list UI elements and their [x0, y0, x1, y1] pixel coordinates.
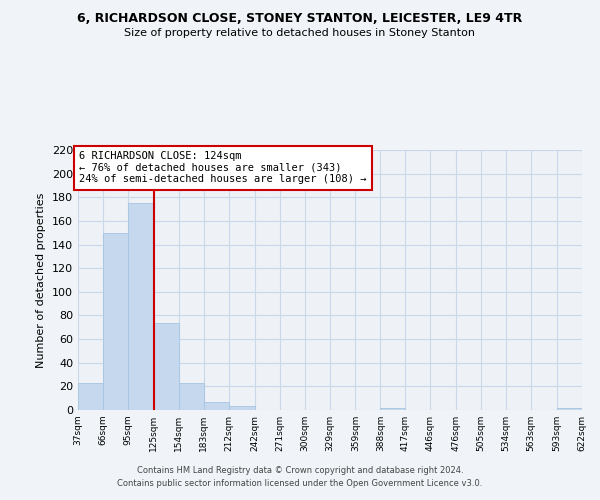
- Bar: [78, 383, 103, 410]
- Text: 6 RICHARDSON CLOSE: 124sqm
← 76% of detached houses are smaller (343)
24% of sem: 6 RICHARDSON CLOSE: 124sqm ← 76% of deta…: [79, 151, 367, 184]
- Bar: [557, 408, 582, 410]
- Bar: [380, 408, 406, 410]
- Text: 6, RICHARDSON CLOSE, STONEY STANTON, LEICESTER, LE9 4TR: 6, RICHARDSON CLOSE, STONEY STANTON, LEI…: [77, 12, 523, 26]
- Bar: [229, 406, 254, 410]
- Y-axis label: Number of detached properties: Number of detached properties: [37, 192, 46, 368]
- Bar: [204, 402, 229, 410]
- Bar: [154, 322, 179, 410]
- Bar: [103, 232, 128, 410]
- Bar: [128, 203, 154, 410]
- Text: Size of property relative to detached houses in Stoney Stanton: Size of property relative to detached ho…: [125, 28, 476, 38]
- Bar: [179, 383, 204, 410]
- Text: Contains HM Land Registry data © Crown copyright and database right 2024.
Contai: Contains HM Land Registry data © Crown c…: [118, 466, 482, 487]
